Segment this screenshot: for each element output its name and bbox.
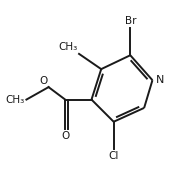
Text: O: O [39,76,47,86]
Text: CH₃: CH₃ [58,42,78,53]
Text: Br: Br [125,16,136,26]
Text: N: N [156,75,164,85]
Text: CH₃: CH₃ [6,95,25,105]
Text: Cl: Cl [108,151,119,161]
Text: O: O [61,132,69,141]
